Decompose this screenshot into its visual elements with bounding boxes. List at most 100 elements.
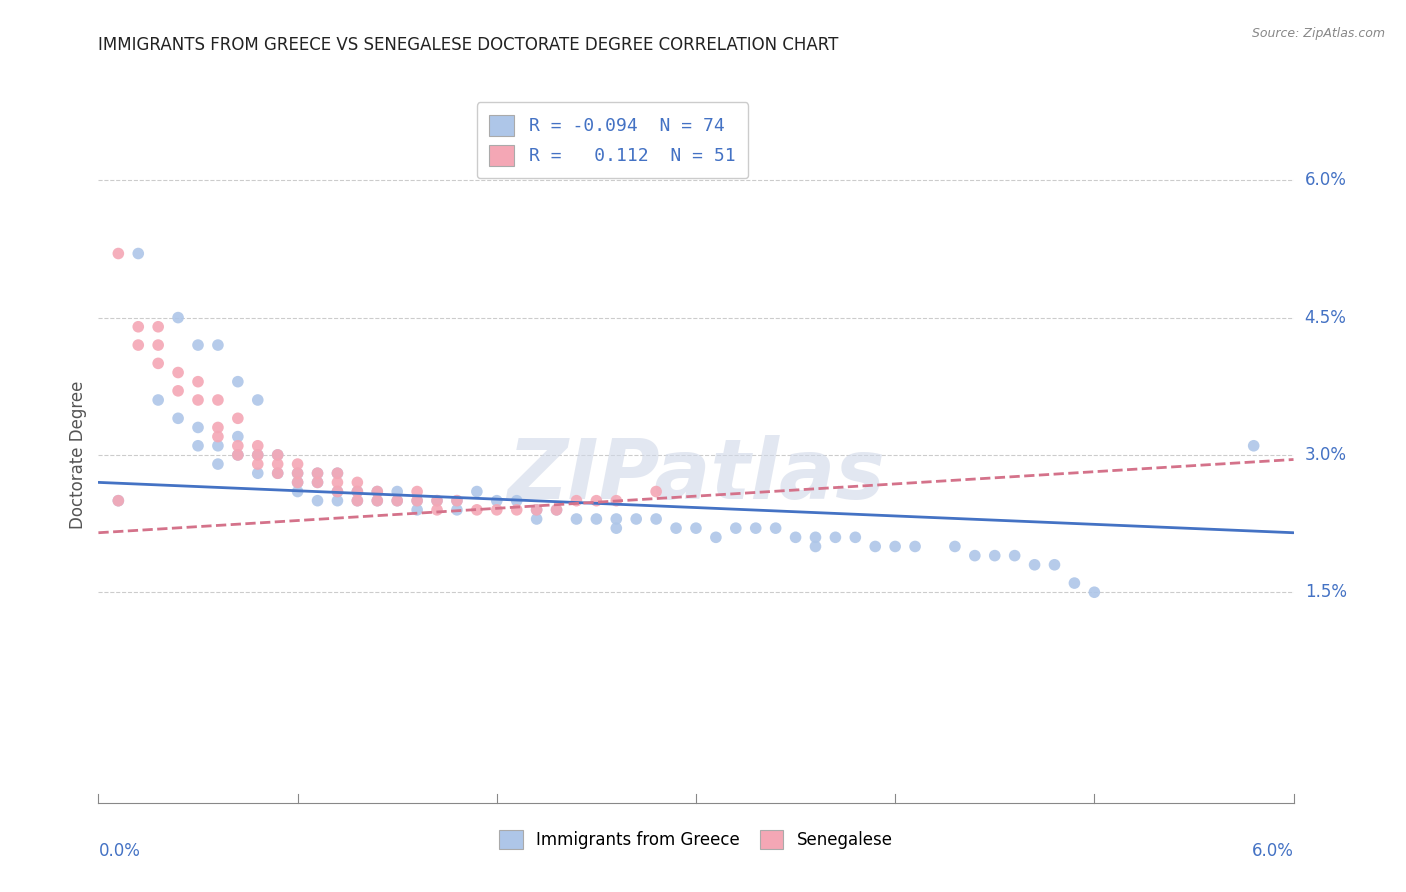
Point <box>724 521 747 535</box>
Point <box>485 493 508 508</box>
Point <box>884 540 907 554</box>
Point <box>207 392 229 407</box>
Point <box>148 392 170 407</box>
Text: 6.0%: 6.0% <box>1251 842 1294 860</box>
Point <box>605 493 627 508</box>
Point <box>1004 549 1026 563</box>
Point <box>226 429 249 443</box>
Point <box>1083 585 1105 599</box>
Point <box>246 448 269 462</box>
Point <box>167 366 190 380</box>
Point <box>526 503 548 517</box>
Text: IMMIGRANTS FROM GREECE VS SENEGALESE DOCTORATE DEGREE CORRELATION CHART: IMMIGRANTS FROM GREECE VS SENEGALESE DOC… <box>98 36 839 54</box>
Point <box>127 338 149 352</box>
Point <box>943 540 966 554</box>
Point <box>207 429 229 443</box>
Point <box>346 484 368 499</box>
Point <box>346 484 368 499</box>
Point <box>366 493 388 508</box>
Point <box>366 484 388 499</box>
Point <box>207 457 229 471</box>
Point <box>148 319 170 334</box>
Point <box>267 448 290 462</box>
Point <box>287 467 309 481</box>
Point <box>426 493 449 508</box>
Point <box>984 549 1007 563</box>
Point <box>267 457 290 471</box>
Point <box>307 467 329 481</box>
Point <box>287 475 309 490</box>
Text: 0.0%: 0.0% <box>98 842 141 860</box>
Point <box>326 467 349 481</box>
Point <box>246 448 269 462</box>
Point <box>1024 558 1046 572</box>
Point <box>107 246 129 260</box>
Point <box>207 439 229 453</box>
Point <box>107 493 129 508</box>
Point <box>406 493 429 508</box>
Point <box>267 467 290 481</box>
Point <box>287 467 309 481</box>
Point <box>804 530 827 544</box>
Point <box>824 530 846 544</box>
Point <box>287 475 309 490</box>
Point <box>904 540 927 554</box>
Point <box>406 503 429 517</box>
Point <box>326 475 349 490</box>
Point <box>406 484 429 499</box>
Text: 6.0%: 6.0% <box>1305 171 1347 189</box>
Point <box>246 392 269 407</box>
Point <box>167 310 190 325</box>
Point <box>785 530 807 544</box>
Point <box>865 540 887 554</box>
Point <box>326 467 349 481</box>
Point <box>446 503 468 517</box>
Point <box>745 521 768 535</box>
Point <box>465 484 488 499</box>
Point <box>426 493 449 508</box>
Point <box>385 493 409 508</box>
Text: 1.5%: 1.5% <box>1305 583 1347 601</box>
Point <box>585 512 607 526</box>
Point <box>307 475 329 490</box>
Point <box>307 475 329 490</box>
Text: 4.5%: 4.5% <box>1305 309 1347 326</box>
Text: ZIPatlas: ZIPatlas <box>508 435 884 516</box>
Point <box>385 484 409 499</box>
Point <box>187 392 209 407</box>
Point <box>366 484 388 499</box>
Point <box>167 411 190 425</box>
Point <box>267 448 290 462</box>
Point <box>446 493 468 508</box>
Point <box>605 512 627 526</box>
Point <box>585 493 607 508</box>
Point <box>148 338 170 352</box>
Point <box>1243 439 1265 453</box>
Point <box>465 503 488 517</box>
Point <box>526 503 548 517</box>
Point <box>765 521 787 535</box>
Point <box>385 493 409 508</box>
Point <box>546 503 568 517</box>
Point <box>346 493 368 508</box>
Point <box>506 493 529 508</box>
Point <box>506 503 529 517</box>
Y-axis label: Doctorate Degree: Doctorate Degree <box>69 381 87 529</box>
Point <box>307 493 329 508</box>
Point <box>226 439 249 453</box>
Point <box>187 375 209 389</box>
Point <box>645 512 668 526</box>
Point <box>167 384 190 398</box>
Point <box>207 338 229 352</box>
Point <box>226 375 249 389</box>
Point <box>207 420 229 434</box>
Point <box>1063 576 1085 591</box>
Text: 3.0%: 3.0% <box>1305 446 1347 464</box>
Point <box>645 484 668 499</box>
Point <box>148 356 170 370</box>
Point <box>187 420 209 434</box>
Point <box>685 521 707 535</box>
Point <box>307 467 329 481</box>
Text: Source: ZipAtlas.com: Source: ZipAtlas.com <box>1251 27 1385 40</box>
Point <box>446 493 468 508</box>
